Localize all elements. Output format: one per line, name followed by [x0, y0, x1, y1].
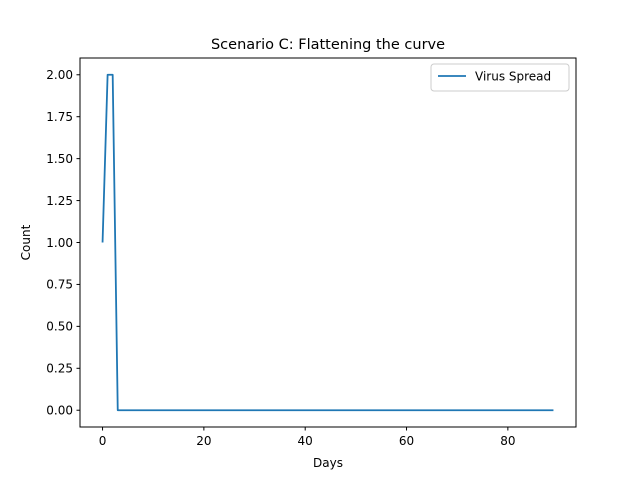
legend-label-virus-spread: Virus Spread — [475, 70, 551, 84]
legend-box — [430, 63, 570, 92]
plot-series — [101, 73, 554, 412]
legend: Virus Spread — [430, 63, 570, 92]
y-tick-label: 0.75 — [46, 278, 73, 292]
plot-frame — [79, 57, 577, 428]
y-tick-label: 0.25 — [46, 362, 73, 376]
y-tick-label: 0.50 — [46, 320, 73, 334]
y-tick-label: 2.00 — [46, 68, 73, 82]
y-axis-ticks: 0.00 0.25 0.50 0.75 1.00 1.25 1.50 1.75 2.00 — [46, 68, 80, 418]
y-tick-label: 1.25 — [46, 194, 73, 208]
y-tick-label: 0.00 — [46, 404, 73, 418]
x-tick-label: 0 — [99, 434, 107, 448]
x-axis-ticks: 0 20 40 60 80 — [99, 427, 515, 448]
x-tick-label: 20 — [196, 434, 211, 448]
x-tick-label: 80 — [500, 434, 515, 448]
y-tick-label: 1.50 — [46, 152, 73, 166]
chart-title: Scenario C: Flattening the curve — [211, 37, 445, 53]
y-axis-label: Count — [19, 224, 33, 260]
x-tick-label: 40 — [298, 434, 313, 448]
series-line-0 — [101, 73, 554, 412]
y-tick-label: 1.00 — [46, 236, 73, 250]
y-tick-label: 1.75 — [46, 110, 73, 124]
x-tick-label: 60 — [399, 434, 414, 448]
x-axis-label: Days — [313, 456, 343, 470]
